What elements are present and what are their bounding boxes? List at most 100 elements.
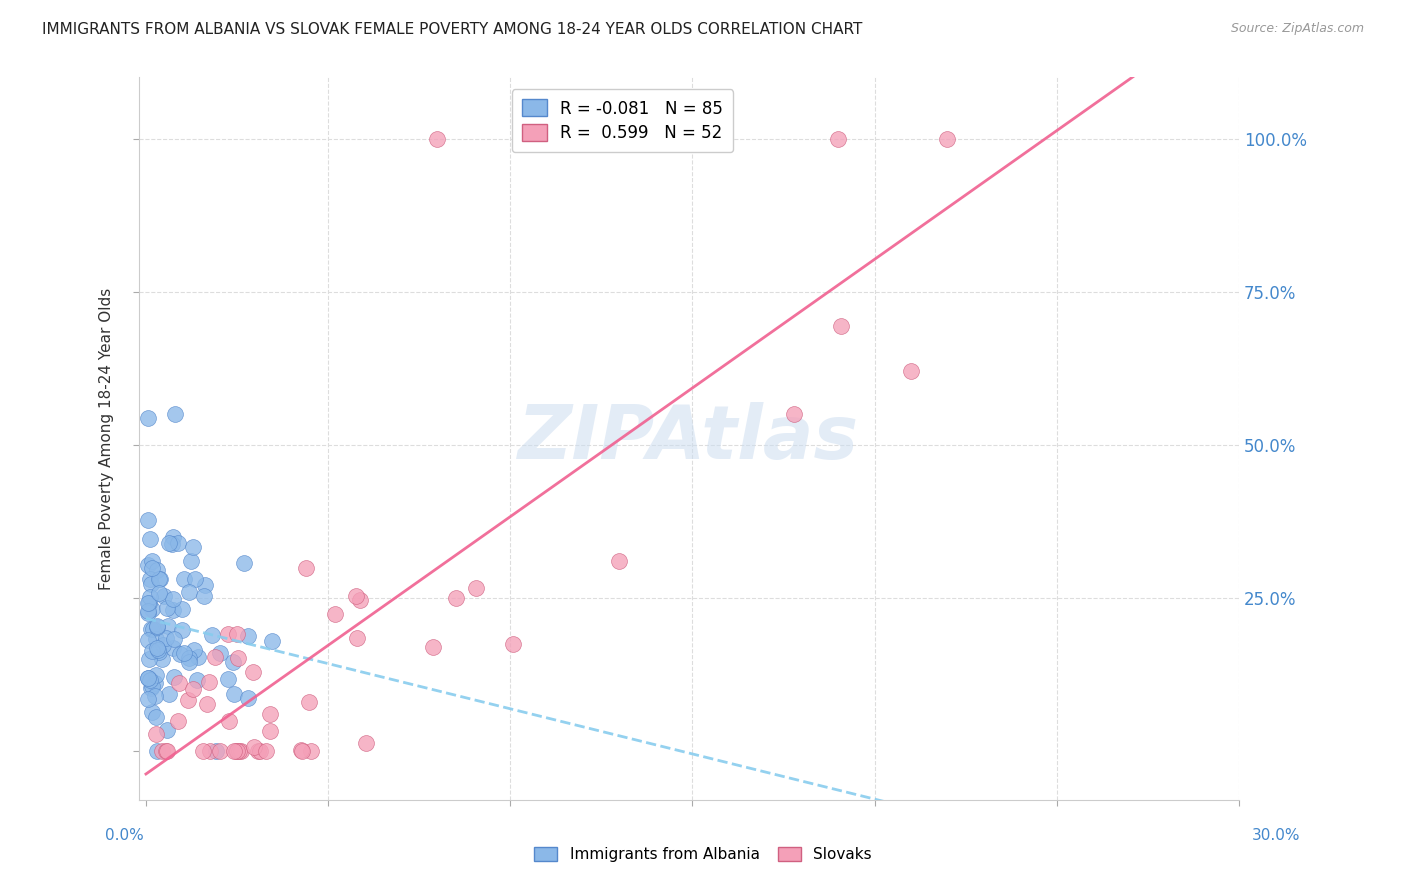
Point [146, 620, 169, 634]
Point [299, 744, 322, 758]
Point [198, 744, 221, 758]
Point [225, 627, 247, 641]
Point [166, 536, 188, 550]
Legend: R = -0.081   N = 85, R =  0.599   N = 52: R = -0.081 N = 85, R = 0.599 N = 52 [512, 89, 734, 153]
Point [259, 707, 281, 722]
Point [177, 693, 200, 707]
Text: ZIPAtlas: ZIPAtlas [519, 402, 859, 475]
Point [141, 561, 163, 575]
Point [209, 646, 232, 660]
Point [228, 651, 250, 665]
Point [152, 589, 174, 603]
Point [349, 593, 371, 607]
Point [145, 632, 167, 646]
Point [173, 646, 195, 660]
Point [221, 655, 243, 669]
Point [141, 679, 163, 693]
Point [136, 410, 159, 425]
Point [254, 744, 277, 758]
Point [180, 554, 202, 568]
Point [167, 675, 190, 690]
Y-axis label: Female Poverty Among 18-24 Year Olds: Female Poverty Among 18-24 Year Olds [100, 287, 114, 590]
Point [782, 407, 804, 421]
Point [169, 647, 191, 661]
Point [464, 581, 486, 595]
Point [191, 744, 214, 758]
Point [249, 744, 271, 758]
Point [138, 673, 160, 688]
Point [183, 643, 205, 657]
Point [225, 744, 247, 758]
Point [156, 601, 179, 615]
Point [149, 573, 172, 587]
Point [141, 644, 163, 658]
Point [181, 540, 204, 554]
Point [141, 602, 163, 616]
Point [157, 536, 180, 550]
Point [145, 667, 167, 681]
Point [186, 673, 208, 688]
Point [156, 619, 179, 633]
Text: IMMIGRANTS FROM ALBANIA VS SLOVAK FEMALE POVERTY AMONG 18-24 YEAR OLDS CORRELATI: IMMIGRANTS FROM ALBANIA VS SLOVAK FEMALE… [42, 22, 862, 37]
Point [187, 650, 209, 665]
Point [243, 739, 266, 754]
Point [204, 650, 226, 665]
Point [354, 736, 377, 750]
Point [200, 628, 222, 642]
Point [295, 561, 318, 575]
Point [162, 530, 184, 544]
Point [233, 556, 256, 570]
Point [222, 687, 245, 701]
Point [162, 603, 184, 617]
Point [205, 744, 228, 758]
Point [226, 744, 249, 758]
Point [155, 744, 177, 758]
Point [162, 670, 184, 684]
Text: 30.0%: 30.0% [1253, 828, 1301, 843]
Point [145, 744, 167, 758]
Point [142, 622, 165, 636]
Point [148, 572, 170, 586]
Point [229, 744, 252, 758]
Point [163, 632, 186, 646]
Point [143, 676, 166, 690]
Point [146, 640, 169, 655]
Point [170, 623, 193, 637]
Point [607, 554, 630, 568]
Point [246, 744, 269, 758]
Point [138, 596, 160, 610]
Text: 0.0%: 0.0% [105, 828, 145, 843]
Point [177, 655, 200, 669]
Point [136, 607, 159, 621]
Point [156, 744, 179, 758]
Point [290, 744, 312, 758]
Point [150, 744, 173, 758]
Point [160, 537, 183, 551]
Point [136, 513, 159, 527]
Point [290, 743, 312, 757]
Point [177, 584, 200, 599]
Point [136, 596, 159, 610]
Point [236, 629, 259, 643]
Point [236, 691, 259, 706]
Point [217, 627, 239, 641]
Point [157, 687, 180, 701]
Point [166, 714, 188, 728]
Point [827, 131, 849, 145]
Point [259, 724, 281, 739]
Point [197, 675, 219, 690]
Text: Source: ZipAtlas.com: Source: ZipAtlas.com [1230, 22, 1364, 36]
Point [222, 744, 245, 758]
Point [139, 623, 162, 637]
Point [242, 665, 264, 679]
Point [145, 727, 167, 741]
Point [208, 744, 231, 758]
Point [195, 697, 218, 711]
Point [170, 602, 193, 616]
Point [162, 640, 184, 655]
Legend: Immigrants from Albania, Slovaks: Immigrants from Albania, Slovaks [529, 841, 877, 868]
Point [426, 131, 449, 145]
Point [936, 131, 959, 145]
Point [136, 692, 159, 706]
Point [446, 591, 468, 605]
